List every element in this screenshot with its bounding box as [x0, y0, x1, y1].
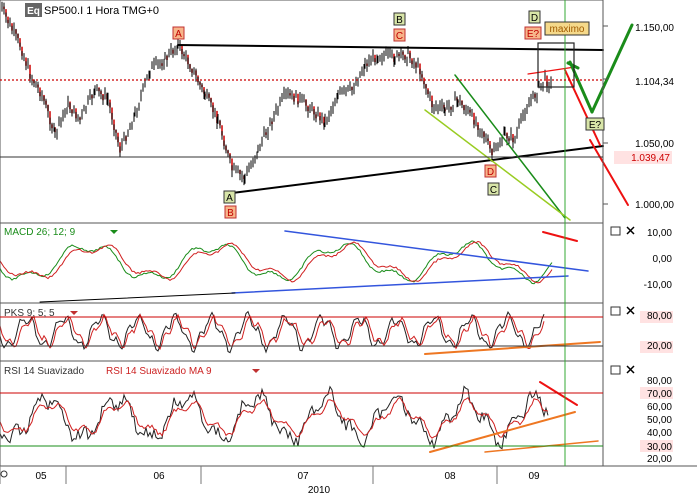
pks-80-badge [640, 311, 673, 323]
maximo-box[interactable] [537, 42, 575, 88]
price-tick-label: 1.050,00 [635, 139, 674, 150]
month-label: 06 [153, 471, 165, 482]
wave-label: D [531, 13, 538, 24]
restore-panel-icon[interactable] [610, 306, 621, 316]
last-price-label: 1.104,34 [635, 77, 674, 88]
pks-d-line [0, 313, 545, 351]
maximo-label: maximo [549, 24, 584, 35]
month-label: 08 [444, 471, 456, 482]
pks-tick-label: 80,00 [647, 311, 672, 322]
month-label: 07 [297, 471, 309, 482]
macd-trendline[interactable] [39, 292, 236, 303]
level-price-badge [614, 151, 672, 164]
symbol-icon-box [25, 3, 42, 17]
macd-dropdown-icon[interactable] [110, 230, 118, 234]
symbol-icon: Eq [27, 6, 40, 17]
pks-tick-label: 20,00 [647, 341, 672, 352]
bear-candle [423, 77, 425, 85]
restore-panel-icon[interactable] [610, 226, 621, 236]
macd-tick-label: 10,00 [647, 228, 672, 239]
wave-label: E? [527, 29, 540, 40]
bear-candle [39, 87, 41, 97]
projection-trendline[interactable] [527, 66, 576, 75]
month-label: 09 [528, 471, 540, 482]
bear-candle [546, 75, 548, 87]
projection-trendline[interactable] [564, 69, 601, 146]
rsi-tick-label: 20,00 [647, 454, 672, 465]
rsi-trendline[interactable] [429, 411, 576, 453]
wave-label: A [226, 193, 233, 204]
wave-label: B [396, 15, 403, 26]
projection-trendline[interactable] [589, 139, 629, 206]
channel-trendline[interactable] [454, 74, 566, 219]
rsi-tick-label: 80,00 [647, 376, 672, 387]
close-panel-icon[interactable] [626, 365, 635, 374]
rsi-70-badge [640, 387, 673, 399]
macd-projection[interactable] [542, 231, 578, 242]
projection-trendline[interactable] [566, 61, 580, 70]
macd-line [0, 240, 553, 285]
macd-trendline[interactable] [284, 230, 589, 272]
wave-label-box [585, 117, 605, 131]
rsi-tick-label: 50,00 [647, 415, 672, 426]
wave-label-box [223, 190, 236, 204]
wave-label: C [396, 31, 403, 42]
macd-label[interactable]: MACD 26; 12; 9 [4, 227, 76, 238]
rsi-ma-line [0, 396, 549, 439]
bear-candle [29, 64, 31, 79]
chart-title[interactable]: SP500.I 1 Hora TMG+0 [44, 5, 159, 17]
bear-candle [231, 158, 233, 171]
price-tick-label: 1.000,00 [635, 200, 674, 211]
month-label: 05 [35, 471, 47, 482]
wave-label-box [172, 26, 185, 40]
rsi-dropdown-icon[interactable] [252, 369, 260, 373]
wave-label: D [487, 167, 494, 178]
macd-tick-label: 0,00 [653, 254, 673, 265]
pks-trendline[interactable] [424, 341, 601, 355]
pks-20-badge [640, 341, 673, 353]
year-label: 2010 [308, 485, 331, 496]
bear-candle [323, 116, 325, 126]
rsi-30-badge [640, 440, 673, 452]
maximo-tag [544, 21, 590, 36]
wave-label-box [224, 205, 237, 219]
bear-candle [297, 93, 299, 105]
wave-label-box [524, 26, 542, 40]
rsi-ma-label[interactable]: RSI 14 Suavizado MA 9 [106, 366, 212, 377]
resistance-trendline[interactable] [177, 44, 604, 51]
rsi-tick-label: 70,00 [647, 389, 672, 400]
wave-label: E? [589, 120, 602, 131]
wave-label: C [490, 185, 497, 196]
price-candles [0, 0, 552, 186]
restore-panel-icon[interactable] [610, 365, 621, 375]
bear-candle [221, 125, 223, 136]
wave-label-box [393, 28, 406, 42]
projection-trendline[interactable] [590, 23, 634, 114]
scroll-left-icon[interactable] [0, 470, 8, 478]
price-tick-label: 1.150,00 [635, 23, 674, 34]
wave-label: A [175, 29, 182, 40]
wave-label-box [484, 164, 497, 178]
rsi-tick-label: 30,00 [647, 442, 672, 453]
support-trendline[interactable] [231, 145, 604, 194]
macd-trendline[interactable] [231, 275, 569, 294]
channel-trendline[interactable] [424, 109, 571, 221]
wave-label-box [393, 12, 406, 26]
macd-tick-label: -10,00 [644, 280, 673, 291]
level-price-label: 1.039,47 [631, 153, 670, 164]
bear-candle [473, 112, 475, 125]
wave-label: B [227, 208, 234, 219]
rsi-label[interactable]: RSI 14 Suavizado [4, 366, 84, 377]
close-panel-icon[interactable] [626, 226, 635, 235]
rsi-tick-label: 40,00 [647, 428, 672, 439]
bear-candle [19, 38, 21, 47]
wave-label-box [528, 10, 541, 24]
pks-dropdown-icon[interactable] [70, 311, 78, 315]
close-panel-icon[interactable] [626, 306, 635, 315]
wave-label-box [487, 182, 500, 196]
pks-label[interactable]: PKS 9; 5; 5 [4, 308, 55, 319]
rsi-tick-label: 60,00 [647, 402, 672, 413]
